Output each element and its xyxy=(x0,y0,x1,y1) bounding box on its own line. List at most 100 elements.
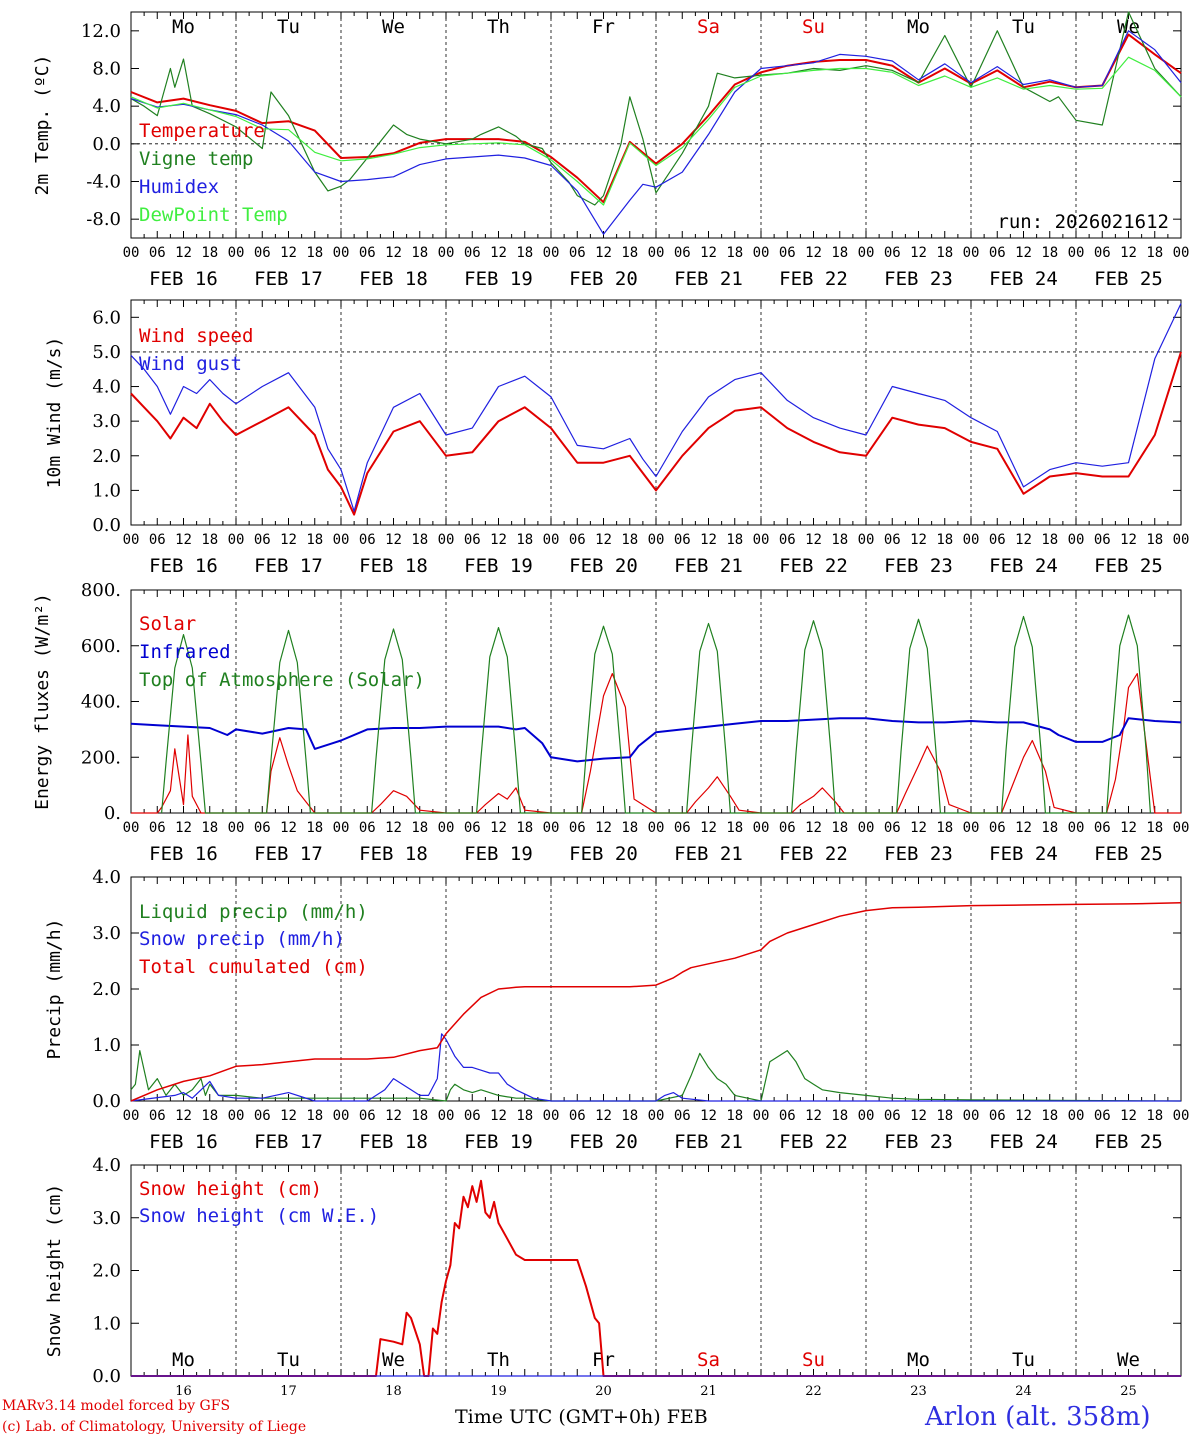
hour-tick-label: 00 xyxy=(438,820,455,836)
hour-tick-label: 12 xyxy=(175,1108,192,1124)
legend-entry: Infrared xyxy=(139,641,231,663)
series-line xyxy=(131,1179,1181,1377)
weekday-label: Su xyxy=(802,16,825,38)
hour-tick-label: 12 xyxy=(910,1108,927,1124)
hour-tick-label: 18 xyxy=(621,245,638,261)
legend-entry: Humidex xyxy=(139,176,219,198)
hour-tick-label: 06 xyxy=(359,532,376,548)
hour-tick-label: 12 xyxy=(385,1108,402,1124)
hour-tick-label: 06 xyxy=(989,245,1006,261)
hour-tick-label: 00 xyxy=(753,820,770,836)
weekday-label: Fr xyxy=(592,1349,615,1371)
hour-tick-label: 12 xyxy=(1015,820,1032,836)
hour-tick-label: 18 xyxy=(726,532,743,548)
series-line xyxy=(130,33,1182,204)
y-tick-label: 6.0 xyxy=(92,307,121,328)
date-label: FEB 23 xyxy=(884,268,953,290)
hour-tick-label: 00 xyxy=(963,1108,980,1124)
hour-tick-label: 18 xyxy=(1041,1108,1058,1124)
y-tick-label: 0.0 xyxy=(92,1091,121,1112)
weekday-label: Th xyxy=(487,1349,510,1371)
hour-tick-label: 06 xyxy=(674,1108,691,1124)
date-label: FEB 20 xyxy=(569,268,638,290)
y-tick-label: 1.0 xyxy=(92,480,121,501)
y-tick-label: 5.0 xyxy=(92,342,121,363)
day-number-label: 24 xyxy=(1015,1384,1032,1399)
hour-tick-label: 06 xyxy=(254,1108,271,1124)
hour-tick-label: 00 xyxy=(753,1108,770,1124)
y-tick-label: 3.0 xyxy=(92,923,121,944)
hour-tick-label: 12 xyxy=(175,245,192,261)
hour-tick-label: 06 xyxy=(884,1108,901,1124)
legend-entry: Snow precip (mm/h) xyxy=(139,928,345,950)
date-label: FEB 22 xyxy=(779,268,848,290)
hour-tick-label: 00 xyxy=(1068,1108,1085,1124)
hour-tick-label: 12 xyxy=(805,245,822,261)
hour-tick-label: 12 xyxy=(805,820,822,836)
credit-lab: (c) Lab. of Climatology, University of L… xyxy=(2,1419,307,1435)
hour-tick-label: 12 xyxy=(910,245,927,261)
date-label: FEB 16 xyxy=(149,1131,218,1153)
legend-entry: Liquid precip (mm/h) xyxy=(139,901,368,923)
date-label: FEB 24 xyxy=(989,1131,1058,1153)
hour-tick-label: 06 xyxy=(149,532,166,548)
hour-tick-label: 12 xyxy=(490,1108,507,1124)
run-annotation: run: 2026021612 xyxy=(997,211,1169,233)
y-tick-label: 1.0 xyxy=(92,1313,121,1334)
day-number-label: 16 xyxy=(175,1384,192,1399)
hour-tick-label: 12 xyxy=(1120,1108,1137,1124)
y-tick-label: 3.0 xyxy=(92,411,121,432)
hour-tick-label: 06 xyxy=(779,245,796,261)
hour-tick-label: 18 xyxy=(1146,532,1163,548)
date-label: FEB 19 xyxy=(464,1131,533,1153)
hour-tick-label: 00 xyxy=(438,1108,455,1124)
hour-tick-label: 06 xyxy=(464,820,481,836)
hour-tick-label: 18 xyxy=(831,532,848,548)
y-tick-label: 1.0 xyxy=(92,1035,121,1056)
y-tick-label: 0.0 xyxy=(92,515,121,536)
date-label: FEB 17 xyxy=(254,1131,323,1153)
day-number-label: 25 xyxy=(1120,1384,1137,1399)
hour-tick-label: 18 xyxy=(516,532,533,548)
y-tick-label: -4.0 xyxy=(86,172,121,193)
date-label: FEB 25 xyxy=(1094,843,1163,865)
hour-tick-label: 12 xyxy=(280,1108,297,1124)
legend-entry: Wind gust xyxy=(139,353,242,375)
y-tick-label: 2.0 xyxy=(92,979,121,1000)
date-label: FEB 20 xyxy=(569,843,638,865)
hour-tick-label: 12 xyxy=(1120,820,1137,836)
weekday-label: Tu xyxy=(277,16,300,38)
hour-tick-label: 18 xyxy=(516,245,533,261)
hour-tick-label: 00 xyxy=(228,245,245,261)
hour-tick-label: 12 xyxy=(385,532,402,548)
hour-tick-label: 18 xyxy=(1146,1108,1163,1124)
hour-tick-label: 12 xyxy=(1120,245,1137,261)
y-tick-label: 0.0 xyxy=(92,1366,121,1387)
weekday-label: We xyxy=(1117,16,1140,38)
date-label: FEB 18 xyxy=(359,268,428,290)
hour-tick-label: 12 xyxy=(175,820,192,836)
hour-tick-label: 12 xyxy=(280,820,297,836)
date-label: FEB 25 xyxy=(1094,555,1163,577)
hour-tick-label: 06 xyxy=(569,532,586,548)
legend-entry: Snow height (cm) xyxy=(139,1178,322,1200)
hour-tick-label: 00 xyxy=(1068,532,1085,548)
legend-entry: DewPoint Temp xyxy=(139,204,288,226)
series-line xyxy=(130,303,1182,512)
date-label: FEB 21 xyxy=(674,268,743,290)
hour-tick-label: 12 xyxy=(385,820,402,836)
date-label: FEB 24 xyxy=(989,268,1058,290)
hour-tick-label: 06 xyxy=(989,820,1006,836)
day-number-label: 17 xyxy=(280,1384,297,1399)
panel-4: 0.0 1.0 2.0 3.0 4.0 Precip (mm/h) 00 06 12 18 00 06… xyxy=(44,867,1189,1153)
hour-tick-label: 06 xyxy=(884,245,901,261)
y-tick-label: 4.0 xyxy=(92,1155,121,1176)
hour-tick-label: 00 xyxy=(858,532,875,548)
weekday-label: Su xyxy=(802,1349,825,1371)
hour-tick-label: 00 xyxy=(963,532,980,548)
hour-tick-label: 18 xyxy=(1041,820,1058,836)
date-label: FEB 22 xyxy=(779,1131,848,1153)
date-label: FEB 16 xyxy=(149,843,218,865)
weekday-label: Tu xyxy=(277,1349,300,1371)
